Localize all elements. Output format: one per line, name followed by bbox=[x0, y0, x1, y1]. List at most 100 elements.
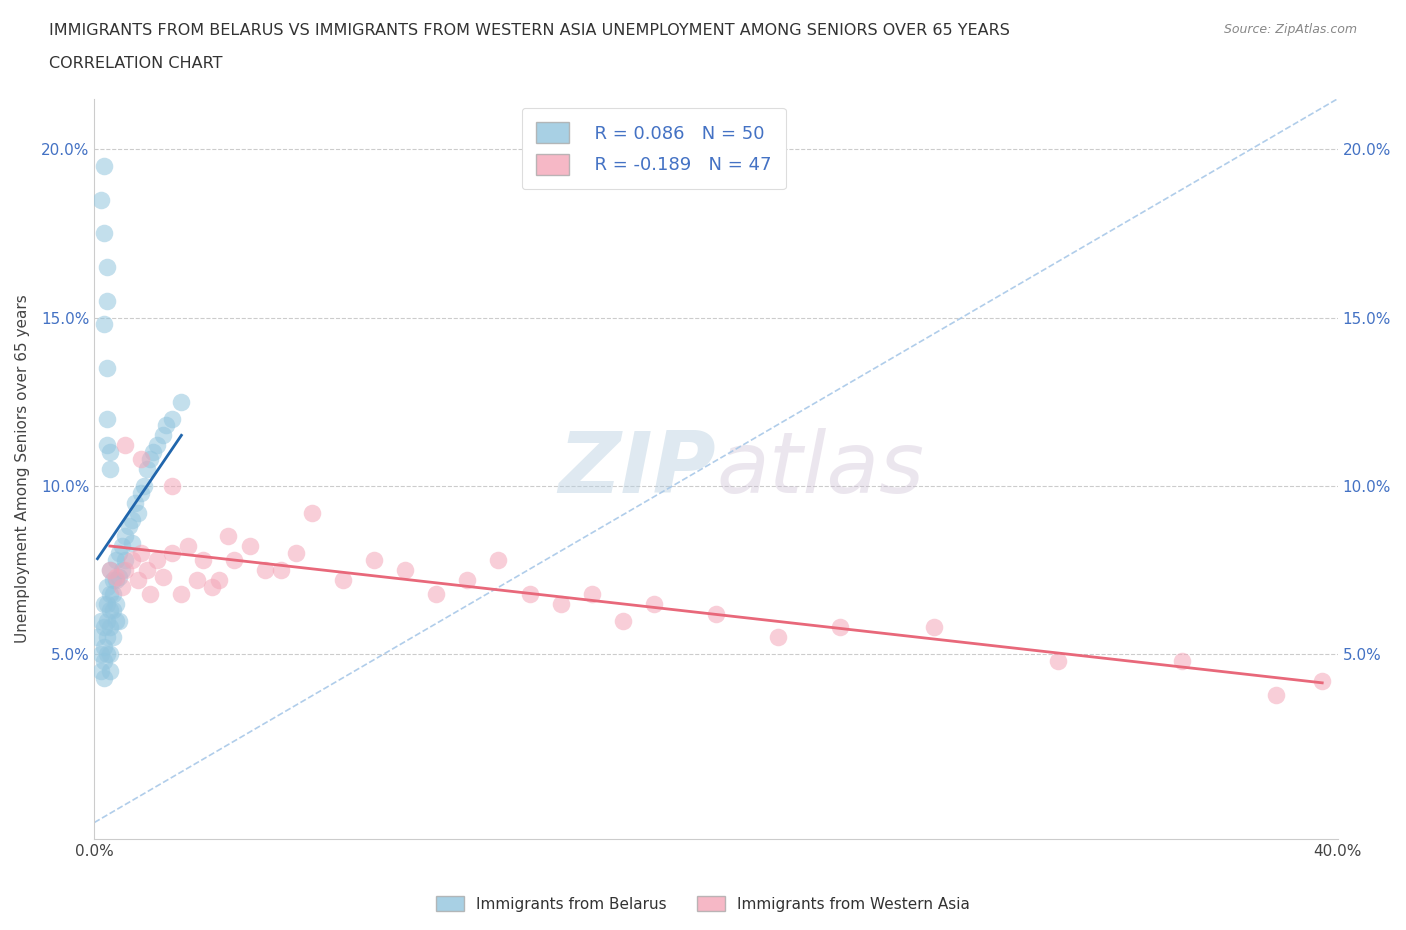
Point bbox=[101, 573, 124, 588]
Point bbox=[117, 519, 139, 534]
Point bbox=[98, 461, 121, 476]
Point bbox=[96, 579, 118, 594]
Point bbox=[142, 445, 165, 459]
Point bbox=[201, 579, 224, 594]
Point bbox=[152, 428, 174, 443]
Point bbox=[96, 596, 118, 611]
Point bbox=[363, 552, 385, 567]
Point bbox=[111, 539, 134, 554]
Legend: Immigrants from Belarus, Immigrants from Western Asia: Immigrants from Belarus, Immigrants from… bbox=[430, 889, 976, 918]
Point bbox=[90, 193, 112, 207]
Point bbox=[96, 646, 118, 661]
Point bbox=[108, 613, 131, 628]
Point bbox=[90, 664, 112, 679]
Point bbox=[93, 654, 115, 669]
Point bbox=[127, 505, 149, 520]
Point bbox=[285, 546, 308, 561]
Point bbox=[108, 546, 131, 561]
Point bbox=[98, 563, 121, 578]
Point bbox=[132, 478, 155, 493]
Point bbox=[160, 546, 183, 561]
Point bbox=[98, 586, 121, 601]
Point bbox=[93, 596, 115, 611]
Point bbox=[98, 664, 121, 679]
Point bbox=[129, 451, 152, 466]
Point bbox=[114, 438, 136, 453]
Text: CORRELATION CHART: CORRELATION CHART bbox=[49, 56, 222, 71]
Point bbox=[170, 586, 193, 601]
Point bbox=[111, 579, 134, 594]
Point bbox=[145, 438, 167, 453]
Y-axis label: Unemployment Among Seniors over 65 years: Unemployment Among Seniors over 65 years bbox=[15, 295, 30, 644]
Point bbox=[704, 606, 727, 621]
Point bbox=[186, 573, 208, 588]
Legend:   R = 0.086   N = 50,   R = -0.189   N = 47: R = 0.086 N = 50, R = -0.189 N = 47 bbox=[522, 108, 786, 189]
Point bbox=[425, 586, 447, 601]
Point bbox=[152, 569, 174, 584]
Point bbox=[98, 603, 121, 618]
Point bbox=[93, 619, 115, 634]
Point bbox=[612, 613, 634, 628]
Point bbox=[114, 552, 136, 567]
Point bbox=[254, 563, 277, 578]
Point bbox=[160, 478, 183, 493]
Point bbox=[86, 630, 108, 644]
Point bbox=[170, 394, 193, 409]
Point bbox=[96, 613, 118, 628]
Point bbox=[136, 563, 159, 578]
Point bbox=[98, 445, 121, 459]
Point bbox=[96, 293, 118, 308]
Point bbox=[98, 563, 121, 578]
Point bbox=[768, 630, 790, 644]
Point bbox=[922, 619, 945, 634]
Point bbox=[98, 646, 121, 661]
Point bbox=[105, 552, 128, 567]
Point bbox=[105, 596, 128, 611]
Point bbox=[101, 603, 124, 618]
Point bbox=[90, 613, 112, 628]
Point bbox=[550, 596, 572, 611]
Point bbox=[114, 563, 136, 578]
Point bbox=[139, 451, 162, 466]
Text: ZIP: ZIP bbox=[558, 428, 716, 511]
Text: atlas: atlas bbox=[716, 428, 924, 511]
Point bbox=[93, 226, 115, 241]
Text: IMMIGRANTS FROM BELARUS VS IMMIGRANTS FROM WESTERN ASIA UNEMPLOYMENT AMONG SENIO: IMMIGRANTS FROM BELARUS VS IMMIGRANTS FR… bbox=[49, 23, 1010, 38]
Point bbox=[121, 536, 143, 551]
Point bbox=[129, 485, 152, 500]
Point bbox=[101, 586, 124, 601]
Point bbox=[519, 586, 541, 601]
Point bbox=[96, 259, 118, 274]
Point bbox=[127, 573, 149, 588]
Point bbox=[96, 361, 118, 376]
Point bbox=[105, 573, 128, 588]
Point bbox=[160, 411, 183, 426]
Point bbox=[1264, 687, 1286, 702]
Point bbox=[301, 505, 323, 520]
Point bbox=[830, 619, 852, 634]
Point bbox=[155, 418, 177, 432]
Point bbox=[93, 159, 115, 174]
Point bbox=[136, 461, 159, 476]
Point bbox=[98, 619, 121, 634]
Point bbox=[90, 646, 112, 661]
Point bbox=[643, 596, 665, 611]
Point bbox=[239, 539, 262, 554]
Point bbox=[224, 552, 246, 567]
Point bbox=[139, 586, 162, 601]
Point bbox=[93, 640, 115, 655]
Point bbox=[1046, 654, 1069, 669]
Point bbox=[332, 573, 354, 588]
Point bbox=[129, 546, 152, 561]
Point bbox=[176, 539, 198, 554]
Point bbox=[488, 552, 510, 567]
Point bbox=[145, 552, 167, 567]
Point bbox=[191, 552, 214, 567]
Point bbox=[96, 411, 118, 426]
Point bbox=[96, 438, 118, 453]
Point bbox=[114, 529, 136, 544]
Point bbox=[1310, 673, 1333, 688]
Point bbox=[111, 563, 134, 578]
Point bbox=[93, 317, 115, 332]
Point bbox=[108, 569, 131, 584]
